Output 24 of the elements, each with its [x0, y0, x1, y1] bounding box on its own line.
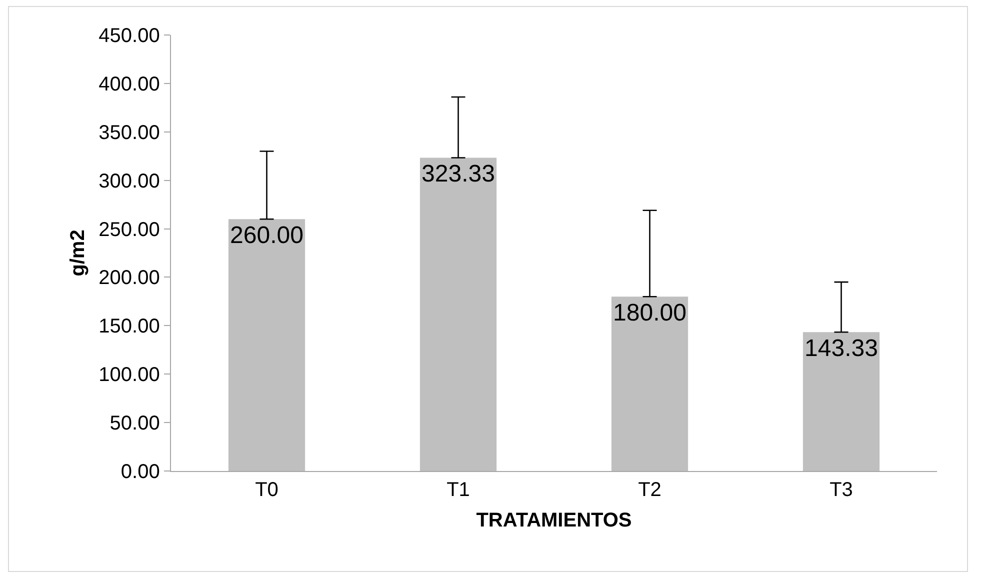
y-tick-label: 400.00 [98, 73, 160, 96]
data-label: 143.33 [804, 335, 878, 362]
bar [611, 296, 688, 471]
y-tick-label: 350.00 [98, 122, 160, 144]
data-label: 323.33 [422, 160, 495, 188]
y-tick-label: 0.00 [120, 461, 160, 483]
data-label: 260.00 [230, 222, 304, 250]
y-tick-label: 100.00 [98, 364, 160, 386]
x-axis-title: TRATAMIENTOS [476, 510, 632, 532]
x-tick-label: T2 [638, 479, 662, 502]
y-axis-title: g/m2 [67, 230, 90, 276]
x-tick-label: T0 [255, 479, 278, 502]
y-tick-label: 250.00 [98, 218, 160, 241]
bar [228, 219, 306, 471]
y-tick-label: 150.00 [98, 316, 160, 338]
x-tick-label: T3 [830, 479, 853, 502]
bar [420, 158, 497, 471]
y-tick-label: 200.00 [98, 267, 160, 290]
y-tick-label: 50.00 [110, 412, 160, 435]
bar [802, 332, 880, 471]
x-tick-label: T1 [446, 479, 470, 502]
data-label: 180.00 [613, 300, 686, 327]
y-tick-label: 300.00 [98, 170, 160, 192]
y-tick-label: 450.00 [98, 25, 160, 47]
